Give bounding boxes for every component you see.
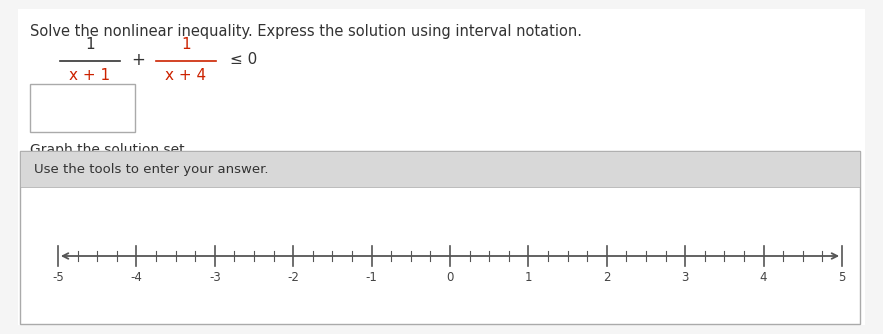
Text: x + 4: x + 4 [165,68,207,83]
Text: 5: 5 [838,271,846,284]
Text: 0: 0 [446,271,454,284]
Text: Solve the nonlinear inequality. Express the solution using interval notation.: Solve the nonlinear inequality. Express … [30,24,582,39]
Text: 1: 1 [85,37,94,52]
Text: -4: -4 [131,271,142,284]
Text: -1: -1 [366,271,378,284]
Text: ≤ 0: ≤ 0 [230,52,257,67]
Text: 1: 1 [181,37,191,52]
Text: 2: 2 [603,271,610,284]
Text: 3: 3 [682,271,689,284]
Text: -2: -2 [287,271,299,284]
Text: x + 1: x + 1 [70,68,110,83]
Text: -3: -3 [209,271,221,284]
Text: 1: 1 [525,271,532,284]
Text: +: + [131,51,145,69]
Bar [20,151,860,187]
Text: Graph the solution set.: Graph the solution set. [30,143,189,157]
Bar [20,151,860,324]
Text: -5: -5 [52,271,64,284]
Text: 4: 4 [760,271,767,284]
Bar [30,84,135,132]
Text: Use the tools to enter your answer.: Use the tools to enter your answer. [34,163,268,175]
